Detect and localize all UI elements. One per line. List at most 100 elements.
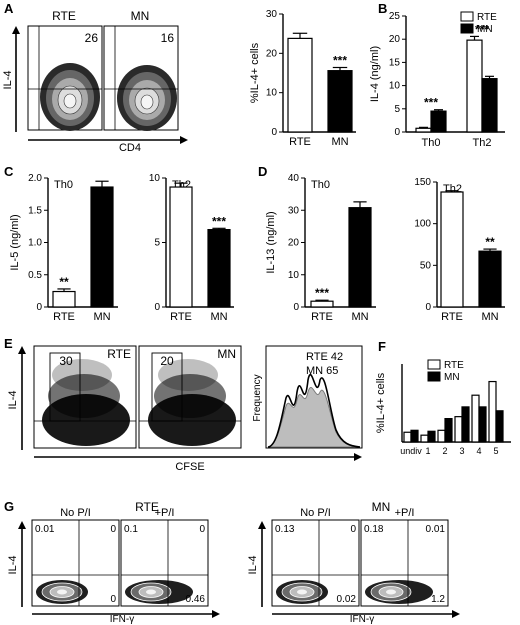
x-tick-label: 3 — [459, 446, 464, 456]
x-tick-label: MN — [93, 311, 110, 323]
histogram-legend-mn: MN 65 — [306, 365, 338, 377]
g-group-mn: MN — [372, 500, 391, 514]
flow-e-rte-title: RTE — [107, 347, 131, 361]
bar-4-rte — [471, 394, 480, 443]
flow-g-percent-top-right: 0 — [199, 524, 205, 535]
bar-th0-rte — [415, 127, 432, 133]
y-tick-label: 10 — [266, 88, 278, 99]
flow-g-y-label-mn: IL-4 — [247, 556, 259, 575]
y-tick-label: 10 — [389, 81, 401, 92]
flow-e-x-label: CFSE — [175, 461, 204, 473]
y-tick-label: 5 — [154, 238, 160, 249]
y-tick-label: 10 — [288, 270, 300, 281]
panel-letter-c: C — [4, 164, 14, 179]
y-axis-label: %IL-4+ cells — [249, 42, 261, 103]
y-tick-label: 1.5 — [28, 205, 42, 216]
flow-g-percent-top-left: 0.1 — [124, 524, 138, 535]
chart-title: Th0 — [54, 179, 73, 191]
x-tick-label: MN — [210, 311, 227, 323]
flow-g-x-label-rte: IFN-γ — [110, 614, 134, 625]
flow-g-contour-core — [297, 589, 307, 595]
y-tick-label: 25 — [389, 11, 401, 22]
x-tick-label: MN — [351, 311, 368, 323]
flow-g-percent-bottom-right: 1.2 — [431, 594, 445, 605]
bar-mn — [90, 186, 114, 308]
flow-g-percent-top-right: 0 — [350, 524, 356, 535]
y-axis-label: IL-13 (ng/ml) — [265, 211, 277, 273]
significance-label: ** — [59, 275, 69, 289]
y-tick-label: 150 — [414, 177, 431, 188]
y-tick-label: 2.0 — [28, 173, 42, 184]
bars — [52, 180, 114, 308]
bar-mn — [478, 250, 502, 308]
bar-5-rte — [488, 380, 497, 443]
flow-a-rte-title: RTE — [52, 9, 76, 23]
panel-letter-e: E — [4, 336, 13, 351]
x-tick-label: RTE — [170, 311, 192, 323]
bar-3-mn — [461, 406, 470, 443]
flow-g-plot: No P/I 0.01 0 0 — [31, 507, 120, 607]
bar-rte — [440, 191, 464, 308]
flow-g-x-label-mn: IFN-γ — [350, 614, 374, 625]
x-tick-label: MN — [331, 136, 348, 148]
flow-e-mn-title: MN — [217, 347, 236, 361]
bar-mn — [327, 70, 353, 133]
histogram-mn-fill — [267, 387, 361, 448]
y-tick-label: 0 — [36, 302, 42, 313]
flow-a-y-label: IL-4 — [2, 71, 14, 90]
bar-1-rte — [420, 434, 429, 443]
bar-undiv-rte — [403, 431, 412, 443]
flow-g-percent-top-left: 0.13 — [275, 524, 295, 535]
significance-label: *** — [212, 214, 226, 228]
bar-th2-rte — [466, 39, 483, 133]
bars — [440, 190, 502, 308]
bar-5-mn — [495, 410, 504, 443]
flow-a-mn-percent: 16 — [161, 31, 175, 45]
y-tick-label: 0 — [154, 302, 160, 313]
flow-g-contour-core — [146, 589, 156, 595]
bars — [310, 201, 372, 308]
chart-a-bar: 0 10 20 30 %IL-4+ cells RTE MN *** — [249, 9, 356, 148]
significance-label: ** — [485, 235, 495, 249]
x-tick-label: RTE — [311, 311, 333, 323]
flow-g-plot-title: No P/I — [300, 507, 331, 519]
flow-a-mn-plot: MN 16 — [103, 9, 179, 131]
chart-d-th0: 0 10 20 30 40 IL-13 (ng/ml) Th0 RTE MN *** — [265, 173, 376, 323]
legend-label-mn: MN — [477, 24, 493, 35]
flow-g-plot: +P/I 0.18 0.01 1.2 — [360, 507, 449, 607]
flow-g-plot-title: +P/I — [395, 507, 415, 519]
x-tick-label: 1 — [425, 446, 430, 456]
flow-g-plot: +P/I 0.1 0 0.46 — [120, 507, 209, 607]
bar-mn — [348, 207, 372, 308]
significance-label: *** — [315, 286, 329, 300]
flow-e-mn-percent: 20 — [160, 354, 174, 368]
bar-1-mn — [427, 430, 436, 443]
bar-th0-mn — [430, 110, 447, 133]
x-tick-label: Th0 — [422, 137, 441, 149]
y-tick-label: 15 — [389, 57, 401, 68]
g-group-rte: RTE — [135, 500, 159, 514]
flow-e-y-label: IL-4 — [7, 391, 19, 410]
flow-g-contour-core — [57, 589, 67, 595]
histogram-rte-line — [267, 373, 361, 448]
flow-g-percent-top-right: 0 — [110, 524, 116, 535]
flow-a-mn-title: MN — [131, 9, 150, 23]
histogram-legend-rte: RTE 42 — [306, 351, 343, 363]
legend-swatch-mn — [460, 23, 474, 34]
y-tick-label: 5 — [394, 104, 400, 115]
y-tick-label: 20 — [288, 238, 300, 249]
y-axis-label: %IL-4+ cells — [375, 372, 387, 433]
bar-2-rte — [437, 429, 446, 443]
bar-3-rte — [454, 416, 463, 443]
significance-label: *** — [424, 96, 438, 110]
legend-label-rte: RTE — [477, 12, 497, 23]
y-tick-label: 30 — [266, 9, 278, 20]
x-tick-label: RTE — [289, 136, 311, 148]
flow-e-mn-plot: 20 MN — [138, 345, 242, 449]
